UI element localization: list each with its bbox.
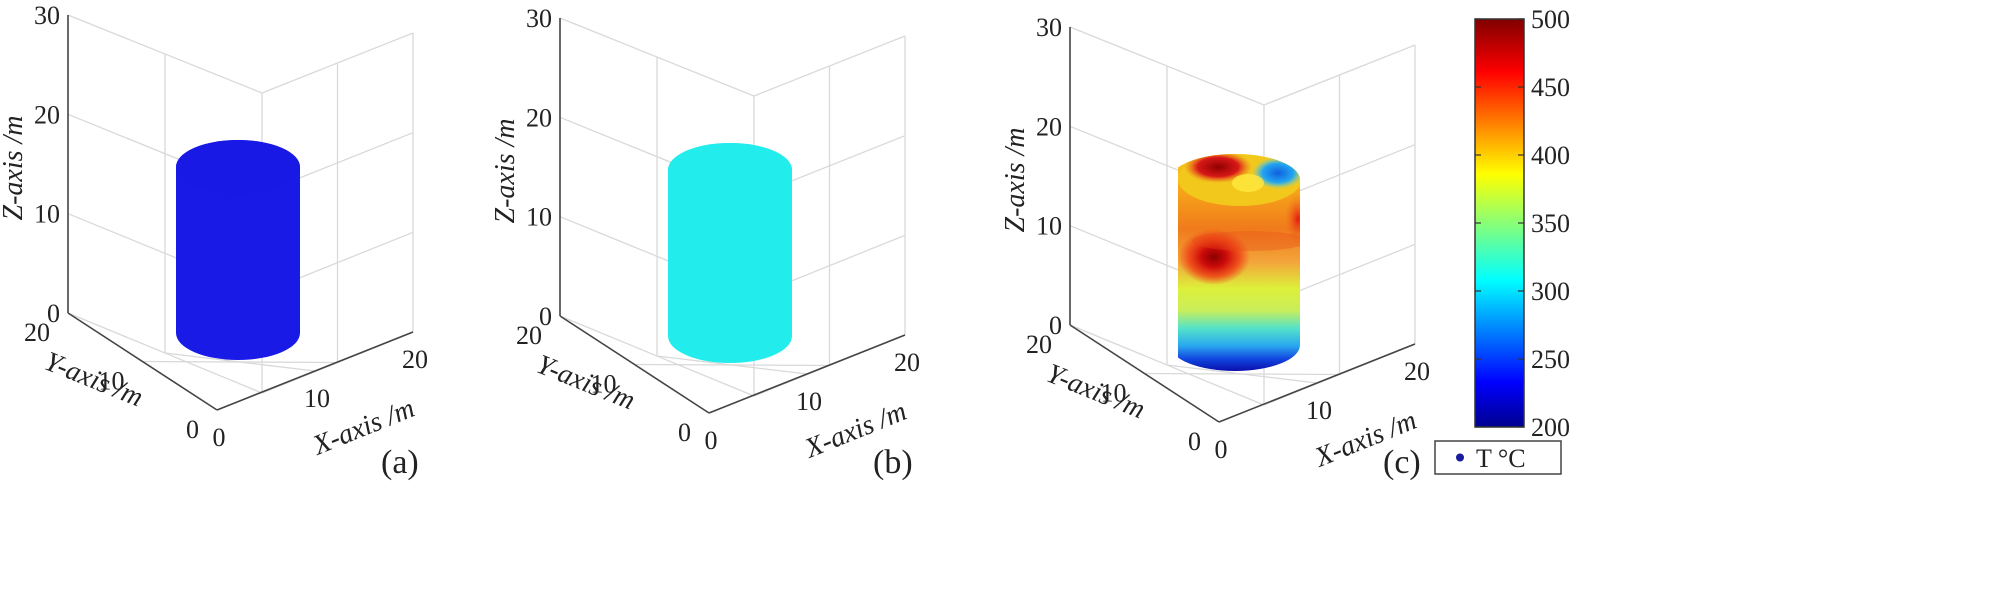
panel-label: (c) xyxy=(1383,444,1421,481)
y-tick-label: 10 xyxy=(1101,379,1127,408)
z-tick-label: 20 xyxy=(1036,112,1062,141)
axes-frame xyxy=(67,15,414,411)
hot-region xyxy=(1284,193,1300,245)
y-tick-label: 20 xyxy=(1026,330,1052,359)
y-tick-label: 0 xyxy=(678,418,691,447)
x-tick-label: 10 xyxy=(304,384,330,413)
cylinder-point-cloud xyxy=(668,143,792,363)
y-axis-label: Y-axis /m xyxy=(532,349,639,416)
x-axis-line xyxy=(216,331,414,411)
colorbar-gradient xyxy=(1474,18,1525,428)
x-axis-line xyxy=(708,334,906,414)
y-tick-label: 10 xyxy=(591,370,617,399)
x-tick-label: 0 xyxy=(213,423,226,452)
grid-line xyxy=(1069,26,1265,106)
x-tick-label: 20 xyxy=(402,345,428,374)
y-axis-line xyxy=(559,315,710,414)
colorbar-tick-label: 350 xyxy=(1531,209,1570,238)
z-tick-label: 30 xyxy=(526,4,552,33)
legend-box: T °C xyxy=(1434,440,1562,475)
z-axis-label: Z-axis /m xyxy=(0,116,29,221)
grid-line xyxy=(559,17,755,97)
grid-line xyxy=(753,35,906,97)
grid-line xyxy=(67,312,263,394)
grid-line xyxy=(1263,44,1416,106)
hot-spot xyxy=(1178,229,1250,285)
grid-line xyxy=(261,32,414,94)
z-tick-label: 30 xyxy=(1036,13,1062,42)
y-axis-label: Y-axis /m xyxy=(40,346,147,413)
z-tick-label: 0 xyxy=(1049,311,1062,340)
cylinder-top xyxy=(176,140,300,194)
z-tick-label: 10 xyxy=(526,203,552,232)
grid-line xyxy=(634,363,830,367)
z-tick-label: 10 xyxy=(1036,212,1062,241)
grid-line xyxy=(559,315,755,397)
x-axis-line xyxy=(1218,343,1416,423)
cylinder-top xyxy=(668,143,792,197)
x-tick-label: 0 xyxy=(705,426,718,455)
y-tick-label: 10 xyxy=(99,367,125,396)
colorbar-tick-label: 450 xyxy=(1531,73,1570,102)
colorbar: 500 450 400 350 300 250 200 xyxy=(1474,5,1570,442)
x-tick-label: 10 xyxy=(1306,396,1332,425)
y-tick-label: 0 xyxy=(1188,427,1201,456)
colorbar-tick-label: 300 xyxy=(1531,277,1570,306)
z-axis-label: Z-axis /m xyxy=(490,119,521,224)
hot-band xyxy=(1192,231,1300,251)
z-tick-label: 30 xyxy=(34,1,60,30)
grid-line xyxy=(67,14,263,94)
colorbar-tick-label: 250 xyxy=(1531,345,1570,374)
y-tick-label: 20 xyxy=(24,318,50,347)
z-tick-label: 20 xyxy=(34,100,60,129)
panel-label: (b) xyxy=(873,444,913,481)
y-axis-label: Y-axis /m xyxy=(1042,358,1149,425)
grid-line xyxy=(142,360,338,364)
colorbar-tick-label: 500 xyxy=(1531,5,1570,34)
axes-frame xyxy=(559,18,906,414)
y-axis-line xyxy=(67,312,218,411)
x-tick-label: 10 xyxy=(796,387,822,416)
z-tick-label: 0 xyxy=(47,299,60,328)
legend-marker-dot xyxy=(1456,453,1464,462)
z-tick-label: 0 xyxy=(539,302,552,331)
y-axis-line xyxy=(1069,324,1220,423)
y-tick-label: 20 xyxy=(516,321,542,350)
panel-label: (a) xyxy=(381,444,419,481)
legend-label: T °C xyxy=(1476,444,1526,473)
z-axis-label: Z-axis /m xyxy=(1000,128,1031,233)
grid-line xyxy=(1144,372,1340,376)
top-warm-spot xyxy=(1232,174,1264,192)
top-hot-spot xyxy=(1184,154,1252,183)
x-tick-label: 20 xyxy=(894,348,920,377)
cylinder-point-cloud xyxy=(1178,154,1300,371)
colorbar-tick-label: 400 xyxy=(1531,141,1570,170)
z-tick-label: 20 xyxy=(526,103,552,132)
cylinder-point-cloud xyxy=(176,140,300,360)
grid-line xyxy=(1069,324,1265,406)
axes-frame xyxy=(1069,27,1416,423)
y-tick-label: 0 xyxy=(186,415,199,444)
x-tick-label: 20 xyxy=(1404,357,1430,386)
colorbar-tick-label: 200 xyxy=(1531,413,1570,442)
x-tick-label: 0 xyxy=(1215,435,1228,464)
z-tick-label: 10 xyxy=(34,200,60,229)
